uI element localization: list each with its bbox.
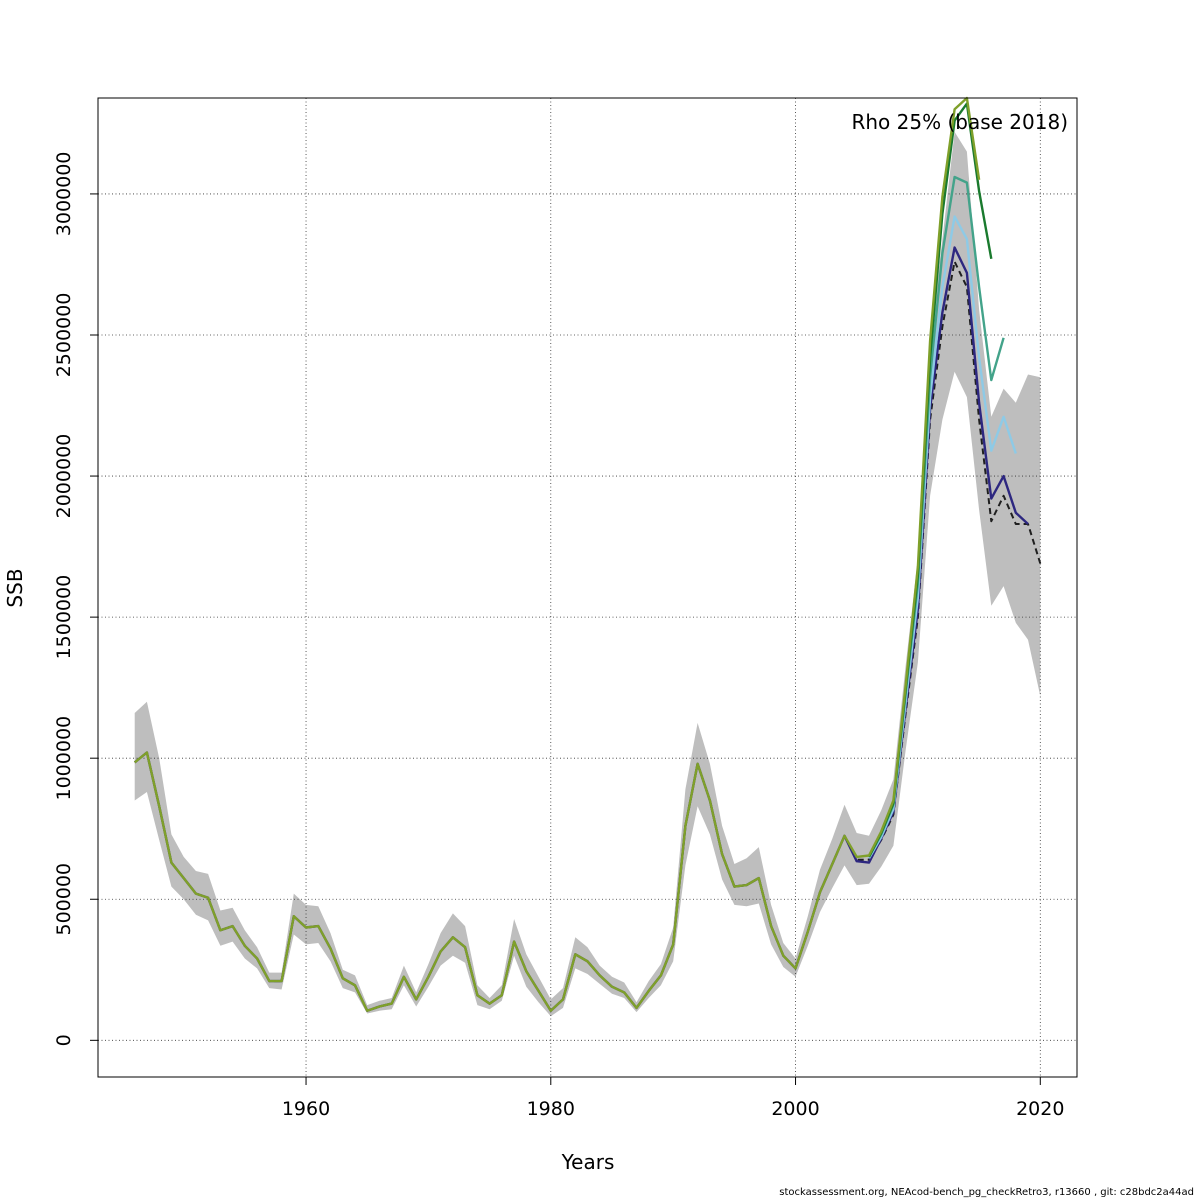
x-tick-label-2020: 2020: [1016, 1098, 1064, 1120]
series-line-6: [133, 96, 981, 1012]
series-lines: [133, 96, 1042, 1012]
grid: [98, 98, 1077, 1077]
y-tick-label-1500000: 1500000: [53, 575, 75, 660]
y-tick-label-0: 0: [53, 1034, 75, 1046]
y-axis-title: SSB: [3, 568, 27, 607]
series-line-3: [867, 215, 1017, 859]
x-tick-label-2000: 2000: [771, 1098, 819, 1120]
x-axis-title: Years: [561, 1150, 615, 1174]
y-tick-label-2000000: 2000000: [53, 434, 75, 519]
plot-frame: [97, 97, 1078, 1078]
confidence-band-area: [134, 131, 1041, 1017]
rho-annotation: Rho 25% (base 2018): [851, 110, 1068, 134]
y-tick-label-3000000: 3000000: [53, 152, 75, 237]
footer-credit: stockassessment.org, NEAcod-bench_pg_che…: [779, 1187, 1194, 1198]
y-tick-label-1000000: 1000000: [53, 716, 75, 801]
axes: 1960 1980 2000 2020 0 500000 1000000 1500000 200…: [53, 152, 1064, 1120]
y-tick-label-2500000: 2500000: [53, 293, 75, 378]
series-line-1: [134, 260, 1042, 1012]
x-tick-label-1980: 1980: [527, 1098, 575, 1120]
confidence-band: [134, 131, 1041, 1017]
y-tick-label-500000: 500000: [53, 863, 75, 936]
x-tick-label-1960: 1960: [282, 1098, 330, 1120]
series-line-2: [133, 246, 1029, 1012]
